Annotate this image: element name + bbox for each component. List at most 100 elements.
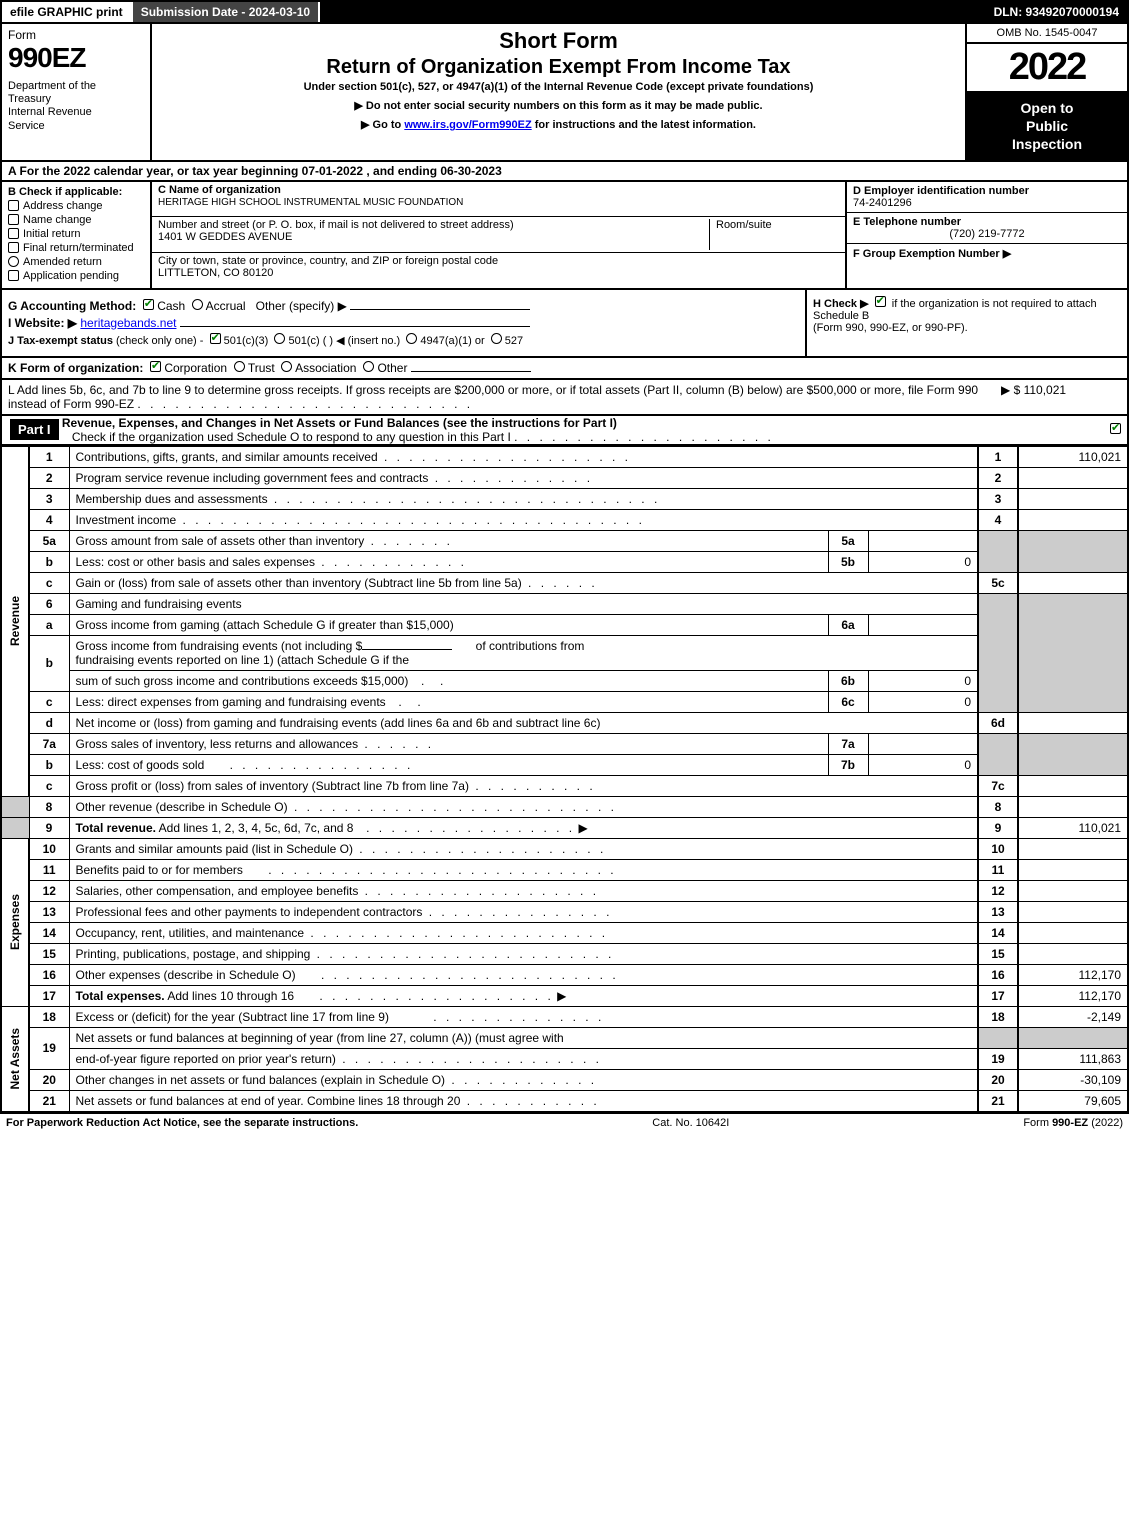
section-bcdef: B Check if applicable: Address change Na… xyxy=(0,182,1129,290)
radio-icon[interactable] xyxy=(192,299,203,310)
grey-cell xyxy=(1,796,29,817)
g-other-input[interactable] xyxy=(350,309,530,310)
line-amount xyxy=(1018,572,1128,593)
line-amount: 79,605 xyxy=(1018,1090,1128,1112)
row-num: b xyxy=(29,551,69,572)
line-amount: 112,170 xyxy=(1018,964,1128,985)
line-ref: 14 xyxy=(978,922,1018,943)
radio-icon[interactable] xyxy=(234,361,245,372)
line-ref: 12 xyxy=(978,880,1018,901)
j-label: J Tax-exempt status xyxy=(8,335,113,347)
line-desc: Membership dues and assessments . . . . … xyxy=(69,488,978,509)
line-amount xyxy=(1018,796,1128,817)
tax-year: 2022 xyxy=(967,44,1127,93)
footer-center: Cat. No. 10642I xyxy=(652,1117,729,1129)
row-num: 9 xyxy=(29,817,69,838)
table-row: 4 Investment income . . . . . . . . . . … xyxy=(1,509,1128,530)
radio-icon[interactable] xyxy=(406,333,417,344)
line-amount xyxy=(1018,922,1128,943)
line-desc: Gain or (loss) from sale of assets other… xyxy=(69,572,978,593)
line-desc: Gross profit or (loss) from sales of inv… xyxy=(69,775,978,796)
table-row: 17 Total expenses. Add lines 10 through … xyxy=(1,985,1128,1006)
line-desc: Gross income from gaming (attach Schedul… xyxy=(69,614,828,635)
line-desc: sum of such gross income and contributio… xyxy=(69,670,828,691)
table-row: c Gain or (loss) from sale of assets oth… xyxy=(1,572,1128,593)
row-num: 5a xyxy=(29,530,69,551)
check-address-change[interactable]: Address change xyxy=(8,200,144,212)
checkbox-icon xyxy=(8,228,19,239)
row-num: 19 xyxy=(29,1027,69,1069)
dln-label: DLN: 93492070000194 xyxy=(986,2,1127,22)
form-number: 990EZ xyxy=(8,42,144,74)
h-text3: (Form 990, 990-EZ, or 990-PF). xyxy=(813,322,968,334)
line-amount: -2,149 xyxy=(1018,1006,1128,1027)
line-amount: 110,021 xyxy=(1018,817,1128,838)
line-ref: 3 xyxy=(978,488,1018,509)
check-final-return[interactable]: Final return/terminated xyxy=(8,242,144,254)
inner-amount xyxy=(868,530,978,551)
row-num: 13 xyxy=(29,901,69,922)
row-num: b xyxy=(29,754,69,775)
line-desc: Professional fees and other payments to … xyxy=(69,901,978,922)
g-other: Other (specify) ▶ xyxy=(256,299,347,313)
checkbox-checked-icon[interactable] xyxy=(210,333,221,344)
roomsuite-label: Room/suite xyxy=(709,219,839,250)
checkbox-checked-icon[interactable] xyxy=(875,296,886,307)
col-def: D Employer identification number 74-2401… xyxy=(847,182,1127,288)
check-name-change[interactable]: Name change xyxy=(8,214,144,226)
radio-icon[interactable] xyxy=(281,361,292,372)
irs-link[interactable]: www.irs.gov/Form990EZ xyxy=(404,119,531,131)
table-row: 9 Total revenue. Add lines 1, 2, 3, 4, 5… xyxy=(1,817,1128,838)
table-row: sum of such gross income and contributio… xyxy=(1,670,1128,691)
check-initial-return[interactable]: Initial return xyxy=(8,228,144,240)
radio-icon[interactable] xyxy=(363,361,374,372)
row-num: b xyxy=(29,635,69,691)
k-other-input[interactable] xyxy=(411,371,531,372)
efile-label[interactable]: efile GRAPHIC print xyxy=(2,2,133,22)
check-amended-return[interactable]: Amended return xyxy=(8,256,144,268)
check-application-pending[interactable]: Application pending xyxy=(8,270,144,282)
d-block: D Employer identification number 74-2401… xyxy=(847,182,1127,213)
k-trust: Trust xyxy=(248,361,275,375)
checkbox-icon xyxy=(8,200,19,211)
grey-cell xyxy=(978,593,1018,712)
line-amount xyxy=(1018,509,1128,530)
radio-icon[interactable] xyxy=(491,333,502,344)
row-num: 10 xyxy=(29,838,69,859)
blank-input[interactable] xyxy=(362,649,452,650)
section-gh: G Accounting Method: Cash Accrual Other … xyxy=(0,290,1129,358)
table-row: 2 Program service revenue including gove… xyxy=(1,467,1128,488)
part1-header: Part I Revenue, Expenses, and Changes in… xyxy=(0,416,1129,446)
line-amount xyxy=(1018,943,1128,964)
website-link[interactable]: heritagebands.net xyxy=(80,316,176,330)
inner-amount: 0 xyxy=(868,754,978,775)
table-row: 7a Gross sales of inventory, less return… xyxy=(1,733,1128,754)
line-amount xyxy=(1018,488,1128,509)
line-ref: 19 xyxy=(978,1048,1018,1069)
row-k: K Form of organization: Corporation Trus… xyxy=(0,358,1129,380)
line-desc: Less: cost or other basis and sales expe… xyxy=(69,551,828,572)
col-h: H Check ▶ if the organization is not req… xyxy=(807,290,1127,356)
checkbox-checked-icon[interactable] xyxy=(150,361,161,372)
k-other: Other xyxy=(377,361,407,375)
radio-icon[interactable] xyxy=(274,333,285,344)
row-num: 3 xyxy=(29,488,69,509)
row-num: 14 xyxy=(29,922,69,943)
instr-goto: ▶ Go to www.irs.gov/Form990EZ for instru… xyxy=(160,118,957,131)
l-text: L Add lines 5b, 6c, and 7b to line 9 to … xyxy=(8,383,1001,411)
dots: . . . . . . . . . . . . . . . . . . . . … xyxy=(137,397,473,411)
checkbox-checked-icon[interactable] xyxy=(143,299,154,310)
line-desc: Net income or (loss) from gaming and fun… xyxy=(69,712,978,733)
line-desc: Gross amount from sale of assets other t… xyxy=(69,530,828,551)
inner-ref: 5b xyxy=(828,551,868,572)
line-amount xyxy=(1018,775,1128,796)
part1-check[interactable] xyxy=(1047,423,1127,437)
inner-amount: 0 xyxy=(868,691,978,712)
line-ref: 2 xyxy=(978,467,1018,488)
line-desc: Investment income . . . . . . . . . . . … xyxy=(69,509,978,530)
dots: . . . . . . . . . . . . . . . . . . . . … xyxy=(514,430,774,444)
d-label: D Employer identification number xyxy=(853,185,1029,197)
line-desc: Net assets or fund balances at end of ye… xyxy=(69,1090,978,1112)
j-line: J Tax-exempt status (check only one) - 5… xyxy=(8,333,799,347)
row-num: 11 xyxy=(29,859,69,880)
